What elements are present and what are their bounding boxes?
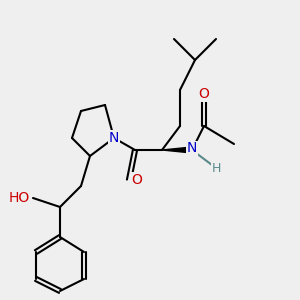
Text: N: N (187, 142, 197, 155)
Text: H: H (211, 161, 221, 175)
Text: N: N (109, 131, 119, 145)
Text: HO: HO (9, 191, 30, 205)
Text: O: O (199, 88, 209, 101)
Polygon shape (162, 147, 192, 153)
Text: O: O (131, 173, 142, 187)
